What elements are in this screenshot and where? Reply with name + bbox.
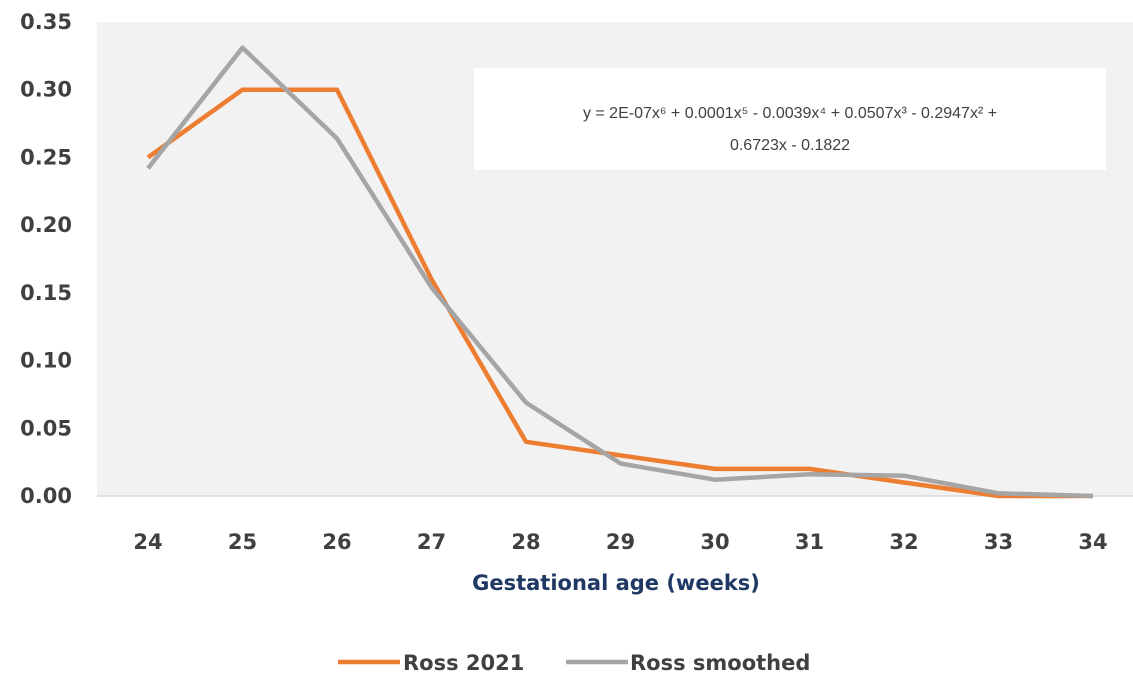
y-tick-label: 0.10 — [20, 349, 72, 373]
x-tick-label: 30 — [700, 530, 729, 554]
legend-label: Ross 2021 — [403, 651, 524, 675]
x-axis-label: Gestational age (weeks) — [472, 571, 760, 595]
series-line-ross-2021 — [146, 87, 1093, 499]
legend: Ross 2021 Ross smoothed — [338, 651, 810, 675]
y-axis-ticks: 0.00 0.05 0.10 0.15 0.20 0.25 0.30 0.35 — [20, 10, 72, 508]
x-tick-label: 26 — [322, 530, 351, 554]
x-tick-label: 24 — [133, 530, 162, 554]
x-tick-label: 33 — [984, 530, 1013, 554]
x-tick-label: 28 — [511, 530, 540, 554]
x-tick-label: 29 — [606, 530, 635, 554]
series-line-ross-smoothed — [146, 45, 1094, 499]
trendline-equation-line-1: y = 2E-07x⁶ + 0.0001x⁵ - 0.0039x⁴ + 0.05… — [583, 105, 997, 122]
y-tick-label: 0.25 — [20, 145, 72, 169]
x-tick-label: 31 — [795, 530, 824, 554]
y-tick-label: 0.35 — [20, 10, 72, 34]
x-tick-label: 32 — [889, 530, 918, 554]
y-tick-label: 0.20 — [20, 213, 72, 237]
y-tick-label: 0.05 — [20, 416, 72, 440]
x-tick-label: 27 — [417, 530, 446, 554]
x-tick-label: 25 — [228, 530, 257, 554]
x-tick-label: 34 — [1078, 530, 1107, 554]
legend-label: Ross smoothed — [630, 651, 810, 675]
series-lines — [146, 45, 1094, 499]
y-tick-label: 0.15 — [20, 281, 72, 305]
trendline-equation-line-2: 0.6723x - 0.1822 — [730, 137, 850, 154]
trendline-equation-box — [474, 68, 1106, 170]
y-tick-label: 0.00 — [20, 484, 72, 508]
y-tick-label: 0.30 — [20, 78, 72, 102]
x-axis-ticks: 24 25 26 27 28 29 30 31 32 33 34 — [133, 530, 1107, 554]
